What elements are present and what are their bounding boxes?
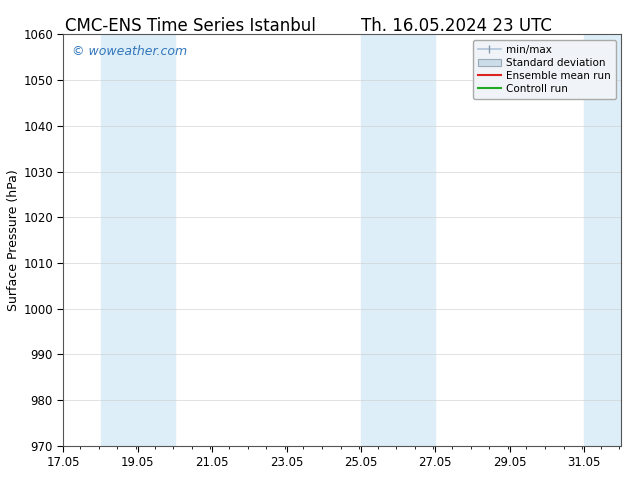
Text: CMC-ENS Time Series Istanbul: CMC-ENS Time Series Istanbul (65, 17, 316, 35)
Y-axis label: Surface Pressure (hPa): Surface Pressure (hPa) (8, 169, 20, 311)
Text: © woweather.com: © woweather.com (72, 45, 187, 58)
Bar (584, 34, 621, 446)
Bar (361, 34, 436, 446)
Bar (101, 34, 175, 446)
Legend: min/max, Standard deviation, Ensemble mean run, Controll run: min/max, Standard deviation, Ensemble me… (473, 40, 616, 99)
Text: Th. 16.05.2024 23 UTC: Th. 16.05.2024 23 UTC (361, 17, 552, 35)
